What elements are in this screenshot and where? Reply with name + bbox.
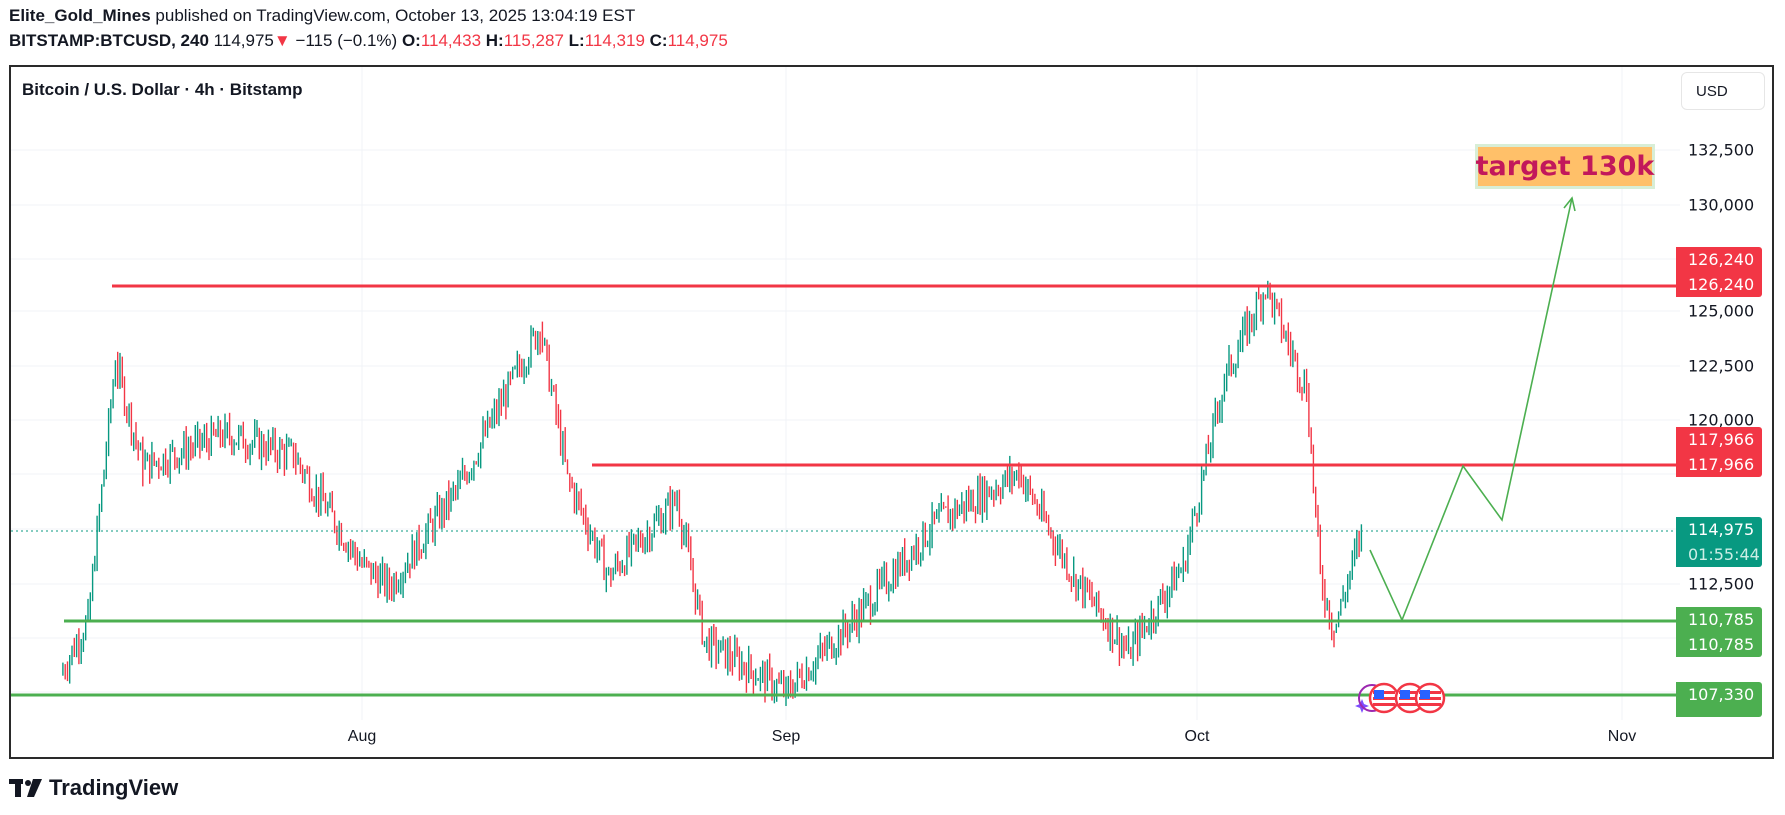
high-value: 115,287 xyxy=(503,31,564,50)
y-axis-label: 112,500 xyxy=(1688,574,1755,594)
price-tag-last: 114,975 01:55:44 xyxy=(1676,517,1762,567)
price-tag-resistance-mid: 117,966 117,966 xyxy=(1676,427,1762,477)
projection-path xyxy=(1369,197,1573,623)
price-tag-value: 114,975 xyxy=(1688,520,1755,539)
price-tag-value: 107,330 xyxy=(1688,685,1755,704)
author-name[interactable]: Elite_Gold_Mines xyxy=(9,6,151,25)
published-text: published on TradingView.com, October 13… xyxy=(150,6,636,25)
x-axis-label: Aug xyxy=(347,728,377,745)
bar-countdown: 01:55:44 xyxy=(1688,545,1760,564)
last-price: 114,975 xyxy=(213,31,274,50)
open-value: 114,433 xyxy=(420,31,482,50)
price-tag-support-low: 107,330 xyxy=(1676,682,1762,717)
arrow-head-icon xyxy=(1563,196,1576,212)
tradingview-logo-icon xyxy=(9,779,42,797)
price-tag-value: 110,785 xyxy=(1688,635,1755,654)
price-tag-value: 117,966 xyxy=(1688,430,1755,449)
price-tag-value: 126,240 xyxy=(1688,250,1755,269)
y-axis-label: 125,000 xyxy=(1688,301,1755,321)
y-axis-label: 120,000 xyxy=(1688,410,1755,430)
price-tag-value: 110,785 xyxy=(1688,610,1755,629)
low-label: L: xyxy=(568,31,585,50)
x-axis-label: Nov xyxy=(1607,728,1637,745)
down-arrow-icon: ▼ xyxy=(273,31,291,50)
low-value: 114,319 xyxy=(584,31,645,50)
candlestick-series xyxy=(62,280,1363,706)
x-axis-label: Oct xyxy=(1184,728,1210,745)
close-label: C: xyxy=(649,31,668,50)
chart-legend-title[interactable]: Bitcoin / U.S. Dollar · 4h · Bitstamp xyxy=(22,80,303,99)
symbol-label: BITSTAMP:BTCUSD, 240 xyxy=(9,31,209,50)
currency-button[interactable]: USD xyxy=(1681,72,1765,110)
price-tag-resistance-high: 126,240 126,240 xyxy=(1676,247,1762,297)
footer-brand: TradingView xyxy=(49,775,179,800)
publish-info: Elite_Gold_Mines published on TradingVie… xyxy=(9,6,635,26)
price-change: −115 (−0.1%) xyxy=(295,31,398,50)
open-label: O: xyxy=(401,31,421,50)
y-axis-label: 122,500 xyxy=(1688,356,1755,376)
symbol-info: BITSTAMP:BTCUSD, 240 114,975▼ −115 (−0.1… xyxy=(9,31,728,51)
economic-events[interactable] xyxy=(1350,682,1450,714)
price-tag-value: 117,966 xyxy=(1688,455,1755,474)
close-value: 114,975 xyxy=(667,31,728,50)
y-axis-label: 132,500 xyxy=(1688,140,1755,160)
us-flag-icon xyxy=(1368,682,1400,714)
target-annotation[interactable]: target 130k xyxy=(1475,144,1655,189)
x-axis-label: Sep xyxy=(771,728,801,745)
grid-lines xyxy=(11,67,1680,720)
price-tag-value: 126,240 xyxy=(1688,275,1755,294)
price-tag-support-mid: 110,785 110,785 xyxy=(1676,607,1762,657)
high-label: H: xyxy=(485,31,504,50)
us-flag-icon xyxy=(1414,682,1446,714)
tradingview-logo[interactable]: TradingView xyxy=(9,775,178,801)
y-axis-label: 130,000 xyxy=(1688,195,1755,215)
